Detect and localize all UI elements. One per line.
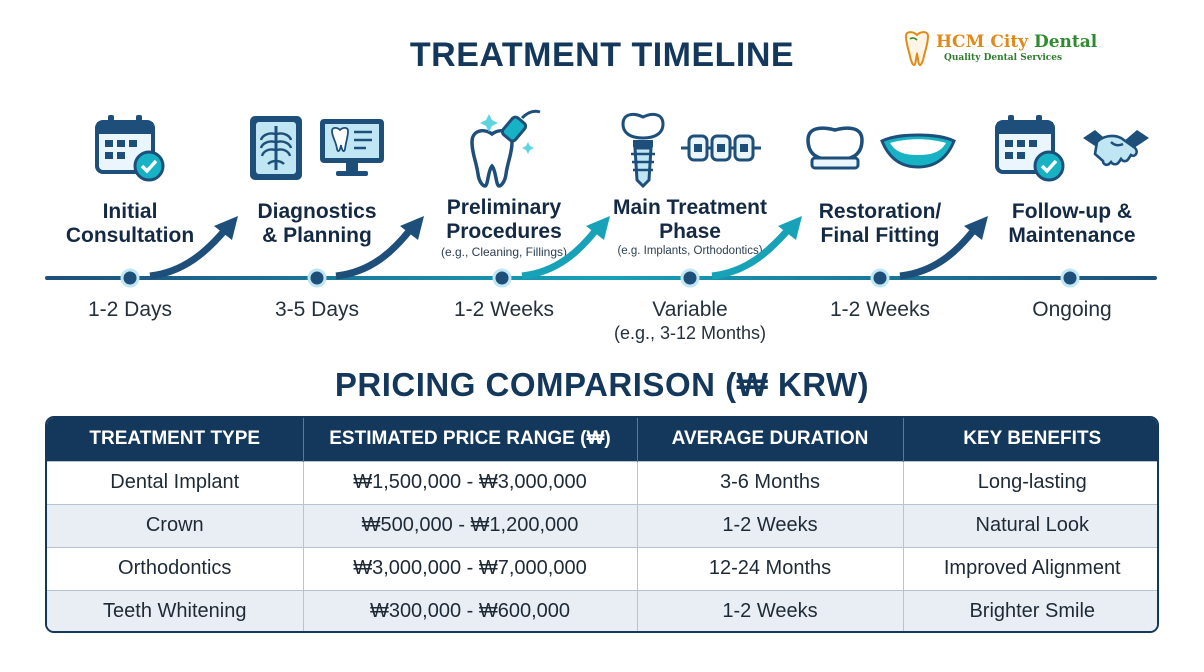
stage-4-note: (e.g. Implants, Orthodontics) bbox=[617, 245, 763, 257]
stage-5-duration: 1-2 Weeks bbox=[830, 298, 930, 321]
stage-2-label: Diagnostics & Planning bbox=[257, 200, 377, 247]
timeline-node-5 bbox=[870, 268, 890, 288]
cell-benefit: Improved Alignment bbox=[903, 546, 1157, 590]
timeline-node-6 bbox=[1060, 268, 1080, 288]
stage-5-icons bbox=[780, 104, 980, 192]
cell-duration: 1-2 Weeks bbox=[637, 503, 904, 547]
progress-arrow-3 bbox=[521, 216, 610, 280]
column-header-price-range: ESTIMATED PRICE RANGE (₩) bbox=[303, 418, 638, 461]
logo-tagline: Quality Dental Services bbox=[944, 53, 1063, 63]
stage-4-duration: Variable (e.g., 3-12 Months) bbox=[590, 298, 790, 344]
timeline-node-1 bbox=[120, 268, 140, 288]
stage-4-label: Main Treatment Phase bbox=[612, 196, 768, 243]
pricing-table: TREATMENT TYPE ESTIMATED PRICE RANGE (₩)… bbox=[45, 416, 1159, 633]
stage-1-duration: 1-2 Days bbox=[87, 298, 173, 321]
stage-5-label: Restoration/Final Fitting bbox=[818, 200, 942, 247]
cell-benefit: Long-lasting bbox=[903, 460, 1157, 504]
stage-3-duration: 1-2 Weeks bbox=[454, 298, 554, 321]
x-ray-icon bbox=[250, 116, 302, 180]
stage-3-icons bbox=[404, 104, 604, 192]
progress-arrow-2 bbox=[335, 216, 424, 280]
logo-name: HCM City Dental bbox=[936, 32, 1098, 52]
tooth-cleaning-icon bbox=[470, 109, 541, 188]
progress-arrow-4 bbox=[711, 216, 802, 280]
timeline-node-4 bbox=[680, 268, 700, 288]
stage-6-icons bbox=[972, 104, 1172, 192]
pricing-title: PRICING COMPARISON (₩ KRW) bbox=[334, 366, 870, 403]
timeline-track bbox=[45, 216, 1157, 288]
table-row: Crown ₩500,000 - ₩1,200,000 1-2 Weeks Na… bbox=[47, 503, 1157, 547]
column-header-average-duration: AVERAGE DURATION bbox=[637, 418, 904, 461]
stage-6-label: Follow-up & Maintenance bbox=[1008, 200, 1136, 247]
smile-icon bbox=[880, 133, 956, 169]
stage-1-icons bbox=[30, 104, 230, 192]
stage-6-duration: Ongoing bbox=[1032, 298, 1112, 321]
table-row: Teeth Whitening ₩300,000 - ₩600,000 1-2 … bbox=[47, 589, 1157, 631]
timeline-title: TREATMENT TIMELINE bbox=[409, 36, 795, 74]
stage-2-icons bbox=[217, 104, 417, 192]
stage-4-icons bbox=[590, 104, 790, 192]
cell-price: ₩3,000,000 - ₩7,000,000 bbox=[303, 546, 638, 590]
cell-treatment: Orthodontics bbox=[47, 546, 304, 590]
timeline-node-3 bbox=[492, 268, 512, 288]
implant-icon bbox=[621, 112, 665, 188]
table-header-row: TREATMENT TYPE ESTIMATED PRICE RANGE (₩)… bbox=[47, 418, 1157, 461]
calendar-check-icon bbox=[95, 115, 165, 182]
cell-treatment: Crown bbox=[47, 503, 304, 547]
cell-price: ₩500,000 - ₩1,200,000 bbox=[303, 503, 638, 547]
table-row: Orthodontics ₩3,000,000 - ₩7,000,000 12-… bbox=[47, 546, 1157, 590]
timeline-line bbox=[45, 276, 1157, 280]
timeline-node-2 bbox=[307, 268, 327, 288]
cell-duration: 1-2 Weeks bbox=[637, 589, 904, 631]
braces-icon bbox=[681, 134, 761, 162]
crown-icon bbox=[806, 126, 864, 170]
stage-3-label: Preliminary Procedures bbox=[446, 196, 562, 243]
stage-2-duration: 3-5 Days bbox=[274, 298, 360, 321]
progress-arrow-5 bbox=[899, 216, 988, 280]
handshake-icon bbox=[1083, 130, 1149, 167]
cell-treatment: Dental Implant bbox=[47, 460, 304, 504]
clinic-logo: HCM City Dental Quality Dental Services bbox=[902, 28, 1097, 72]
table-row: Dental Implant ₩1,500,000 - ₩3,000,000 3… bbox=[47, 460, 1157, 504]
cell-duration: 3-6 Months bbox=[637, 460, 904, 504]
tooth-logo-icon bbox=[904, 31, 930, 67]
dental-monitor-icon bbox=[320, 119, 384, 176]
stage-4-duration-example: (e.g., 3-12 Months) bbox=[613, 323, 767, 343]
progress-arrow-1 bbox=[149, 216, 238, 280]
cell-benefit: Brighter Smile bbox=[903, 589, 1157, 631]
cell-price: ₩300,000 - ₩600,000 bbox=[303, 589, 638, 631]
column-header-key-benefits: KEY BENEFITS bbox=[903, 418, 1157, 461]
cell-benefit: Natural Look bbox=[903, 503, 1157, 547]
calendar-check-icon bbox=[995, 115, 1065, 182]
cell-price: ₩1,500,000 - ₩3,000,000 bbox=[303, 460, 638, 504]
cell-duration: 12-24 Months bbox=[637, 546, 904, 590]
cell-treatment: Teeth Whitening bbox=[47, 589, 304, 631]
column-header-treatment-type: TREATMENT TYPE bbox=[47, 418, 304, 461]
stage-1-label: Initial Consultation bbox=[65, 200, 195, 247]
stage-3-note: (e.g., Cleaning, Fillings) bbox=[440, 245, 568, 259]
